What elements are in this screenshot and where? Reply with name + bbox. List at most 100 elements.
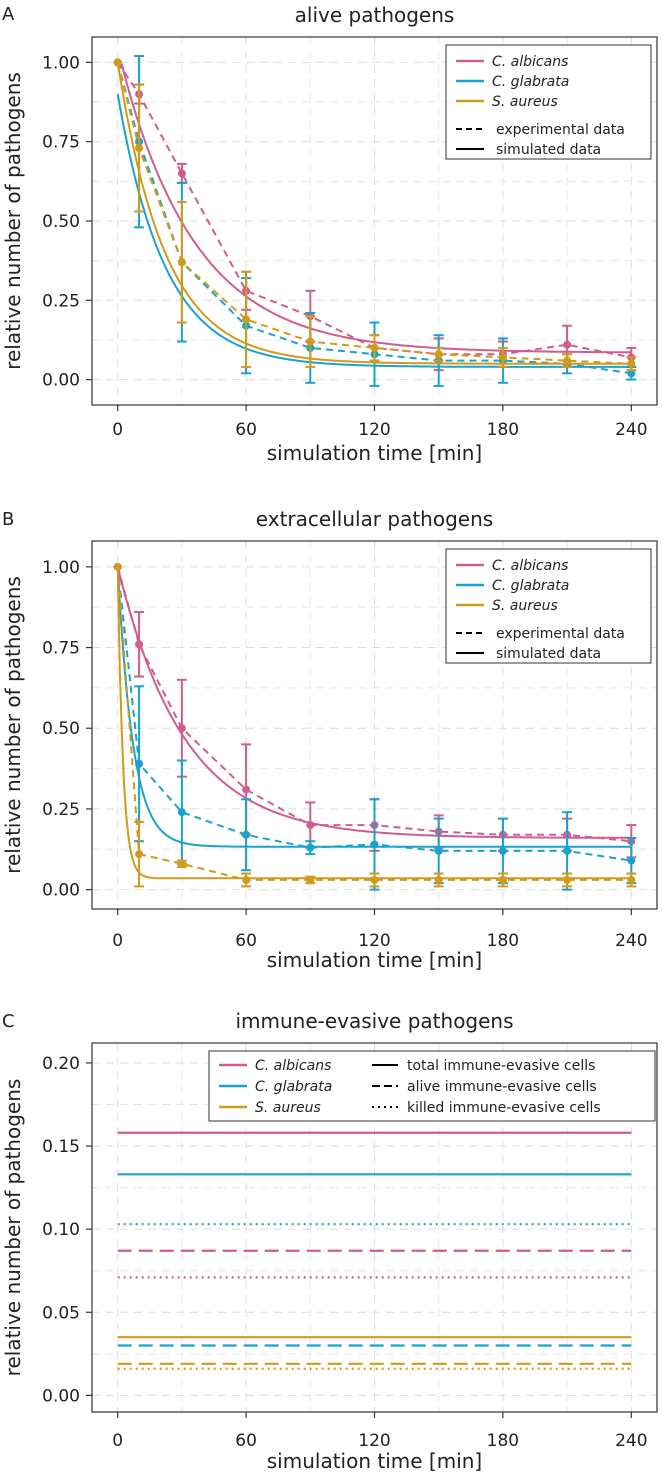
data-point xyxy=(563,875,572,884)
data-point xyxy=(242,875,251,884)
data-point xyxy=(306,843,315,852)
x-tick-label: 0 xyxy=(112,420,123,440)
x-tick-label: 60 xyxy=(235,931,257,951)
legend-style-label: killed immune-evasive cells xyxy=(407,1100,601,1116)
data-point xyxy=(498,846,507,855)
data-point xyxy=(434,846,443,855)
panel-title: alive pathogens xyxy=(295,3,455,27)
legend-style-label: simulated data xyxy=(496,646,601,662)
data-point xyxy=(563,846,572,855)
plot-frame xyxy=(91,36,658,406)
legend-label: C. glabrata xyxy=(255,1079,332,1095)
data-point xyxy=(135,640,144,649)
y-tick-label: 0.50 xyxy=(42,212,80,232)
legend: C. albicans C. glabrata S. aureus total imm… xyxy=(208,1050,656,1122)
x-tick-label: 180 xyxy=(487,931,519,951)
data-point xyxy=(306,821,315,830)
plot-frame xyxy=(91,1042,658,1413)
data-point xyxy=(135,759,144,768)
data-point xyxy=(135,144,144,153)
legend-label: C. albicans xyxy=(255,1058,331,1074)
legend-style-label: simulated data xyxy=(496,142,601,158)
panel-title: immune-evasive pathogens xyxy=(235,1009,513,1033)
data-point xyxy=(177,258,186,267)
x-tick-label: 120 xyxy=(358,420,390,440)
data-point xyxy=(434,350,443,359)
legend-style-label: experimental data xyxy=(496,626,625,642)
data-point xyxy=(113,562,122,571)
experimental-line xyxy=(116,566,632,862)
data-layer xyxy=(117,1131,632,1370)
y-tick-label: 0.75 xyxy=(42,639,80,659)
y-tick-label: 0.00 xyxy=(42,371,80,391)
x-axis-title: simulation time [min] xyxy=(267,948,482,972)
y-tick-label: 0.25 xyxy=(42,291,80,311)
y-tick-label: 0.50 xyxy=(42,719,80,739)
experimental-line xyxy=(116,62,632,375)
legend: C. albicans C. glabrata S. aureus experimen… xyxy=(445,44,652,160)
legend-label: C. glabrata xyxy=(492,74,569,90)
y-tick-label: 0.20 xyxy=(42,1054,80,1074)
x-tick-label: 120 xyxy=(358,931,390,951)
legend-label: C. albicans xyxy=(492,558,568,574)
y-axis-title: relative number of pathogens xyxy=(1,576,25,874)
data-point xyxy=(135,850,144,859)
y-tick-label: 0.00 xyxy=(42,881,80,901)
legend-box xyxy=(208,1050,656,1122)
experimental-line xyxy=(116,566,632,881)
data-layer xyxy=(113,55,637,387)
data-point xyxy=(177,724,186,733)
simulated-line xyxy=(116,62,632,365)
data-point xyxy=(627,359,636,368)
y-tick-label: 0.15 xyxy=(42,1137,80,1157)
data-point xyxy=(627,369,636,378)
legend-style-label: experimental data xyxy=(496,122,625,138)
x-tick-label: 0 xyxy=(112,1431,123,1451)
data-point xyxy=(627,875,636,884)
x-tick-label: 240 xyxy=(615,420,647,440)
y-tick-label: 0.10 xyxy=(42,1220,80,1240)
data-point xyxy=(113,58,122,67)
y-tick-label: 0.05 xyxy=(42,1303,80,1323)
x-tick-label: 60 xyxy=(235,420,257,440)
data-point xyxy=(627,856,636,865)
legend-label: S. aureus xyxy=(255,1100,321,1116)
data-point xyxy=(242,315,251,324)
data-point xyxy=(498,875,507,884)
y-tick-label: 1.00 xyxy=(42,558,80,578)
x-tick-label: 180 xyxy=(487,420,519,440)
data-point xyxy=(563,340,572,349)
y-tick-label: 0.25 xyxy=(42,800,80,820)
experimental-line xyxy=(116,62,632,365)
data-point xyxy=(177,808,186,817)
data-point xyxy=(370,840,379,849)
data-layer xyxy=(113,562,637,891)
panel-letter: B xyxy=(2,509,14,530)
panel-title: extracellular pathogens xyxy=(256,507,493,531)
legend-style-label: total immune-evasive cells xyxy=(407,1058,595,1074)
x-tick-label: 60 xyxy=(235,1431,257,1451)
data-point xyxy=(370,875,379,884)
data-point xyxy=(434,875,443,884)
legend-label: C. albicans xyxy=(492,54,568,70)
panel-letter: A xyxy=(2,4,15,25)
legend: C. albicans C. glabrata S. aureus experimen… xyxy=(445,548,652,664)
data-point xyxy=(177,169,186,178)
y-tick-label: 0.75 xyxy=(42,133,80,153)
legend-style-label: alive immune-evasive cells xyxy=(407,1079,597,1095)
x-tick-label: 0 xyxy=(112,931,123,951)
data-point xyxy=(370,343,379,352)
x-tick-label: 240 xyxy=(615,931,647,951)
legend-label: C. glabrata xyxy=(492,578,569,594)
x-tick-label: 120 xyxy=(358,1431,390,1451)
data-point xyxy=(242,785,251,794)
data-point xyxy=(177,859,186,868)
y-tick-label: 1.00 xyxy=(42,53,80,73)
data-point xyxy=(242,830,251,839)
legend-label: S. aureus xyxy=(492,598,558,614)
plot-frame xyxy=(91,540,658,910)
panel-letter: C xyxy=(2,1011,15,1032)
x-axis-title: simulation time [min] xyxy=(267,441,482,465)
data-point xyxy=(498,353,507,362)
